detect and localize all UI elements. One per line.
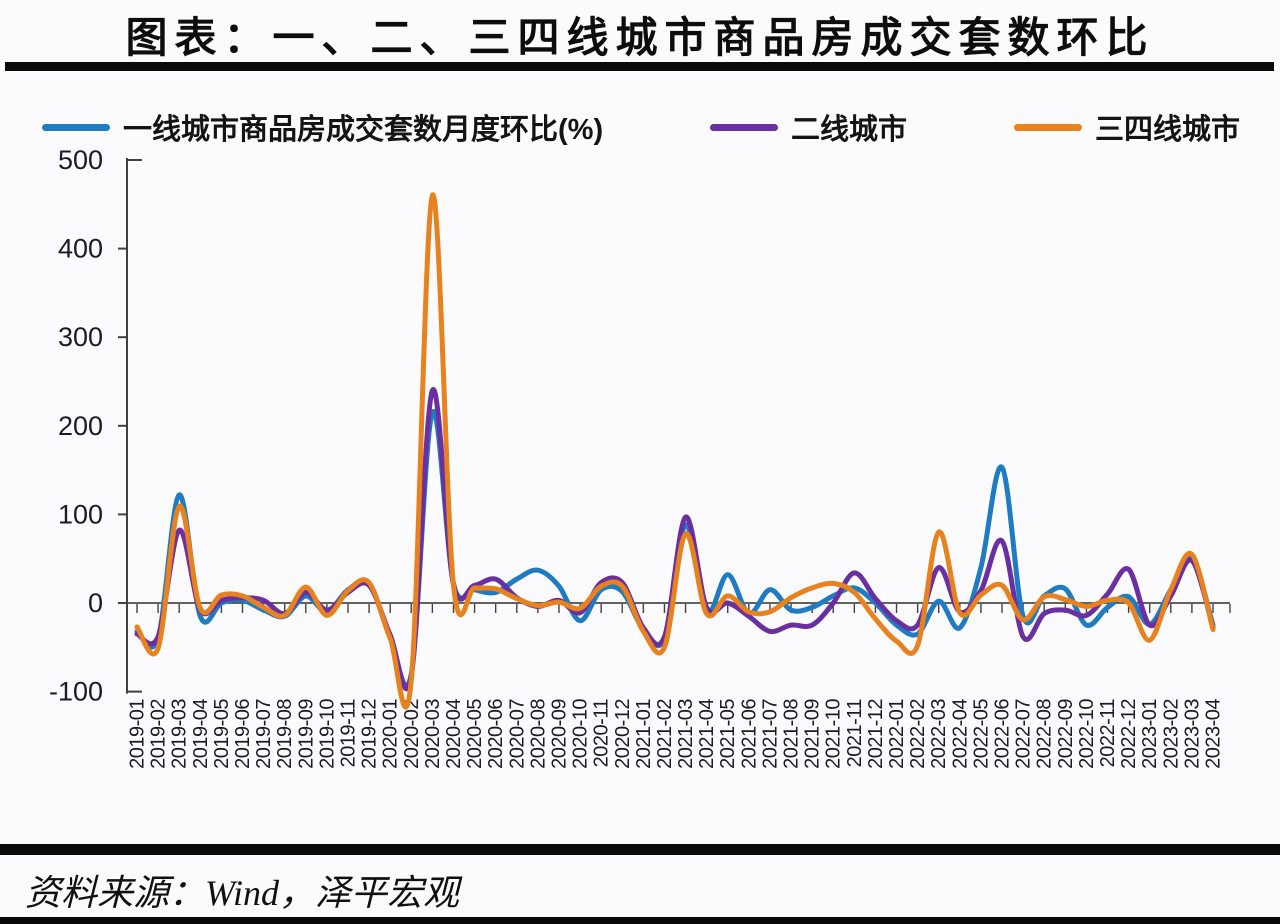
legend-label: 二线城市: [791, 114, 908, 146]
x-tick-label: 2019-01: [127, 699, 149, 769]
x-tick-label: 2020-10: [570, 699, 592, 769]
x-tick-label: 2022-11: [1097, 699, 1119, 768]
y-tick-label: -100: [49, 677, 103, 707]
x-tick-label: 2019-11: [338, 699, 360, 768]
x-tick-label: 2020-12: [612, 699, 634, 769]
source-attribution: 资料来源：Wind，泽平宏观: [25, 873, 460, 913]
x-tick-label: 2021-05: [717, 699, 739, 769]
x-tick-label: 2020-01: [380, 699, 402, 769]
x-tick-label: 2022-04: [949, 699, 971, 769]
x-tick-label: 2020-07: [506, 699, 528, 769]
x-tick-label: 2022-02: [907, 699, 929, 769]
x-tick-label: 2020-02: [401, 699, 423, 769]
legend-swatch-tier1: [42, 123, 110, 131]
x-tick-label: 2019-10: [316, 699, 338, 769]
x-tick-label: 2021-04: [696, 699, 718, 769]
x-tick-label: 2022-03: [928, 699, 950, 769]
x-tick-label: 2019-08: [274, 699, 296, 769]
page-title: 图表：一、二、三四线城市商品房成交套数环比: [125, 16, 1155, 62]
x-tick-label: 2019-05: [211, 699, 233, 769]
x-tick-label: 2022-09: [1055, 699, 1077, 769]
x-tick-label: 2020-03: [422, 699, 444, 769]
x-tick-label: 2019-02: [148, 699, 170, 769]
footer-separator-bar: [0, 844, 1280, 855]
legend-label: 三四线城市: [1094, 114, 1240, 146]
bottom-edge-bar: [0, 917, 1280, 924]
x-tick-label: 2022-06: [992, 699, 1014, 769]
legend-item-tier3: 三四线城市: [1013, 106, 1240, 148]
x-tick-label: 2019-09: [295, 699, 317, 769]
x-tick-label: 2021-09: [802, 699, 824, 769]
series-line-tier3: [134, 192, 1216, 710]
x-tick-label: 2020-05: [464, 699, 486, 769]
chart-legend: 一线城市商品房成交套数月度环比(%) 二线城市 三四线城市: [42, 106, 1240, 148]
x-tick-label: 2022-10: [1076, 699, 1098, 769]
x-tick-label: 2022-07: [1013, 699, 1035, 769]
legend-swatch-tier3: [1013, 123, 1082, 131]
x-tick-label: 2020-06: [485, 699, 507, 769]
y-tick-label: 100: [58, 499, 103, 529]
x-tick-label: 2022-08: [1034, 699, 1056, 769]
x-tick-label: 2023-03: [1181, 699, 1203, 769]
x-tick-label: 2021-06: [738, 699, 760, 769]
x-tick-label: 2023-02: [1160, 699, 1182, 769]
x-tick-label: 2019-12: [359, 699, 381, 769]
series-line-tier2: [134, 387, 1216, 692]
y-tick-label: 400: [58, 234, 103, 264]
y-tick-label: 200: [58, 411, 103, 441]
x-tick-label: 2020-04: [443, 699, 465, 769]
legend-swatch-tier2: [710, 123, 779, 131]
y-tick-label: 0: [88, 588, 103, 618]
x-tick-label: 2021-08: [781, 699, 803, 769]
x-tick-label: 2021-11: [844, 699, 866, 768]
x-tick-label: 2019-07: [253, 699, 275, 769]
x-tick-label: 2021-03: [675, 699, 697, 769]
legend-label: 一线城市商品房成交套数月度环比(%): [123, 114, 604, 146]
x-tick-label: 2019-04: [190, 699, 212, 769]
y-tick-label: 300: [58, 322, 103, 352]
x-tick-label: 2023-04: [1203, 699, 1225, 769]
x-tick-label: 2021-01: [633, 699, 655, 769]
x-tick-label: 2020-09: [549, 699, 571, 769]
x-tick-label: 2023-01: [1139, 699, 1161, 769]
x-tick-label: 2021-10: [823, 699, 845, 769]
x-tick-label: 2021-07: [759, 699, 781, 769]
x-tick-label: 2022-05: [970, 699, 992, 769]
legend-item-tier2: 二线城市: [710, 106, 907, 148]
x-tick-label: 2020-11: [591, 699, 613, 768]
x-tick-label: 2021-02: [654, 699, 676, 769]
x-tick-label: 2021-12: [865, 699, 887, 769]
x-tick-label: 2022-01: [886, 699, 908, 769]
y-tick-label: 500: [58, 145, 103, 175]
x-tick-label: 2019-03: [169, 699, 191, 769]
x-tick-label: 2022-12: [1118, 699, 1140, 769]
x-tick-label: 2019-06: [232, 699, 254, 769]
legend-item-tier1: 一线城市商品房成交套数月度环比(%): [42, 106, 603, 148]
title-separator-bar: [5, 62, 1274, 71]
series-line-tier1: [134, 409, 1216, 689]
x-tick-label: 2020-08: [527, 699, 549, 769]
